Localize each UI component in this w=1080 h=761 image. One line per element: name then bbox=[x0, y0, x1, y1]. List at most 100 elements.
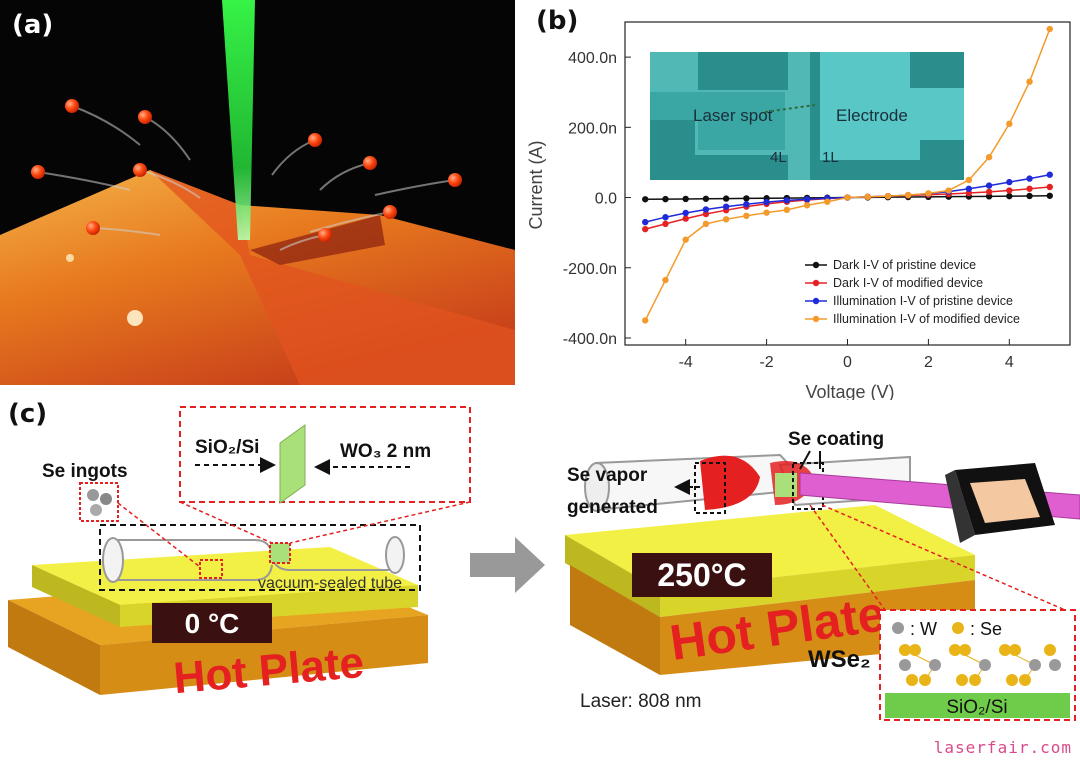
wse2-substrate bbox=[885, 693, 1070, 718]
data-point bbox=[702, 206, 710, 213]
data-point bbox=[803, 202, 811, 209]
left-substrate-label: SiO₂/Si bbox=[195, 437, 259, 458]
data-point bbox=[702, 220, 710, 228]
legend-entry: Illumination I-V of modified device bbox=[833, 312, 1020, 326]
step-edge bbox=[250, 215, 385, 265]
data-point bbox=[642, 196, 649, 203]
se-vapor-label-2: generated bbox=[567, 497, 658, 518]
data-point bbox=[1026, 78, 1033, 85]
data-point bbox=[682, 195, 689, 203]
laser-head bbox=[945, 463, 1055, 543]
process-arrow bbox=[470, 537, 545, 593]
inset-micrograph: Laser spot Electrode 4L 1L bbox=[650, 52, 964, 180]
data-point bbox=[763, 198, 770, 206]
panel-b: (b) -4 -2 0 2 4 -400.0n -200.0n 0.0 200.0n 400.0n… bbox=[520, 0, 1080, 400]
legend-entry: Illumination I-V of pristine device bbox=[833, 294, 1013, 308]
left-hot-plate: 0 °C Hot Plate bbox=[8, 547, 428, 703]
wse2-zoom-box: : W : Se SiO₂/Si bbox=[879, 609, 1076, 721]
data-point bbox=[682, 209, 689, 217]
x-tick-label: 0 bbox=[843, 354, 852, 371]
data-point bbox=[1026, 185, 1033, 192]
y-tick-label: 200.0n bbox=[568, 120, 617, 137]
x-tick-label: -2 bbox=[759, 354, 773, 371]
iv-chart: -4 -2 0 2 4 -400.0n -200.0n 0.0 200.0n 400.0n Vol… bbox=[526, 21, 1071, 400]
setup-illustration: 0 °C Hot Plate vacuum-sealed tube Se ing… bbox=[8, 406, 1080, 721]
data-point bbox=[884, 192, 892, 200]
left-tube: vacuum-sealed tube bbox=[99, 524, 421, 592]
inset-electrode: Electrode bbox=[836, 106, 908, 125]
right-tube: Se coating Se vapor generated bbox=[567, 429, 1080, 611]
x-tick-label: 2 bbox=[924, 354, 933, 371]
watermark: laserfair.com bbox=[933, 738, 1072, 757]
data-point bbox=[642, 317, 649, 324]
data-point bbox=[1026, 192, 1033, 200]
se-coating-label: Se coating bbox=[788, 429, 884, 450]
data-point bbox=[1046, 171, 1053, 178]
data-point bbox=[1046, 183, 1053, 191]
inset-laser-spot: Laser spot bbox=[693, 106, 773, 125]
data-point bbox=[1046, 25, 1053, 33]
data-point bbox=[985, 188, 993, 196]
left-temperature: 0 °C bbox=[185, 608, 240, 639]
data-point bbox=[702, 195, 710, 202]
data-point bbox=[743, 212, 750, 219]
data-point bbox=[945, 187, 952, 194]
y-tick-label: -200.0n bbox=[563, 261, 617, 278]
x-axis-label: Voltage (V) bbox=[805, 382, 894, 400]
data-point bbox=[803, 196, 811, 203]
legend-marker bbox=[812, 261, 820, 269]
inset-1l: 1L bbox=[822, 149, 839, 166]
data-point bbox=[864, 193, 871, 201]
data-point bbox=[824, 198, 831, 205]
right-temp-display bbox=[632, 553, 772, 597]
data-point bbox=[904, 191, 912, 199]
data-point bbox=[1006, 187, 1013, 194]
data-point bbox=[743, 195, 750, 202]
legend-marker bbox=[812, 279, 820, 287]
data-point bbox=[722, 203, 730, 210]
right-substrate-label: SiO₂/Si bbox=[946, 697, 1007, 718]
data-point bbox=[743, 201, 750, 208]
data-point bbox=[722, 216, 730, 223]
legend-entry: Dark I-V of pristine device bbox=[833, 258, 976, 272]
data-point bbox=[662, 220, 669, 228]
y-tick-label: -400.0n bbox=[563, 331, 617, 348]
se-vapor-label: Se vapor bbox=[567, 465, 648, 486]
x-tick-label: -4 bbox=[679, 354, 693, 371]
panel-a-label: (a) bbox=[12, 10, 54, 40]
data-point bbox=[662, 276, 669, 284]
data-point bbox=[965, 176, 973, 184]
data-point bbox=[844, 194, 851, 201]
panel-c-label: (c) bbox=[8, 399, 48, 429]
laser-beam bbox=[222, 0, 255, 240]
data-point bbox=[985, 193, 993, 200]
legend-se: : Se bbox=[970, 619, 1002, 639]
right-temperature: 250°C bbox=[657, 557, 746, 593]
legend-w: : W bbox=[910, 619, 937, 639]
y-axis-label: Current (A) bbox=[526, 140, 546, 229]
data-point bbox=[662, 195, 669, 203]
wse2-lattice bbox=[899, 644, 1061, 686]
data-point bbox=[985, 182, 993, 189]
data-point bbox=[1026, 175, 1033, 182]
legend-marker bbox=[812, 297, 820, 305]
data-point bbox=[642, 225, 649, 233]
chart-legend: Dark I-V of pristine device Dark I-V of m… bbox=[805, 258, 1020, 326]
x-tick-label: 4 bbox=[1005, 354, 1014, 371]
data-point bbox=[642, 218, 649, 226]
data-point bbox=[985, 153, 993, 161]
panel-a: (a) bbox=[0, 0, 515, 385]
data-point bbox=[722, 195, 730, 202]
y-tick-label: 400.0n bbox=[568, 50, 617, 67]
data-point bbox=[682, 236, 689, 243]
data-point bbox=[1006, 120, 1013, 128]
data-point bbox=[783, 197, 791, 204]
data-point bbox=[925, 190, 932, 197]
laser-wavelength: Laser: 808 nm bbox=[580, 691, 701, 712]
panel-b-label: (b) bbox=[536, 6, 579, 36]
data-point bbox=[965, 185, 973, 192]
legend-entry: Dark I-V of modified device bbox=[833, 276, 983, 290]
se-ingots-label: Se ingots bbox=[42, 461, 128, 482]
data-point bbox=[1006, 192, 1013, 200]
data-point bbox=[1046, 192, 1053, 199]
